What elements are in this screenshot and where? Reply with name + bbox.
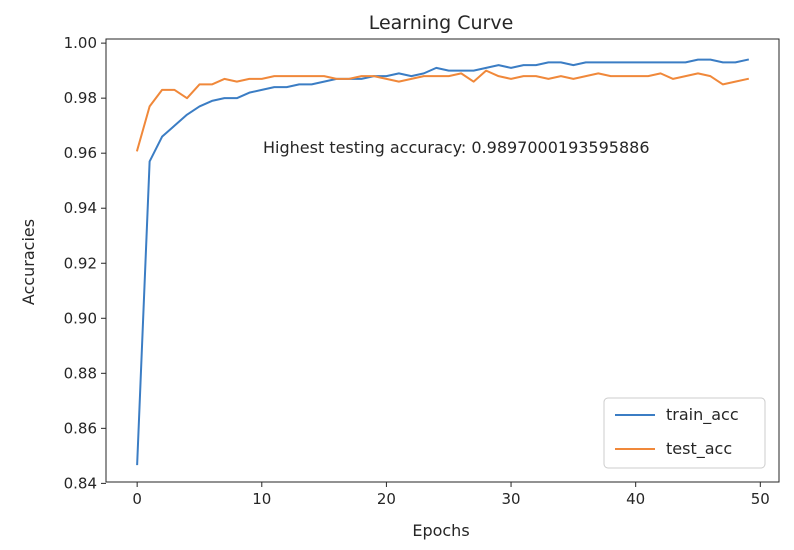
x-axis-title: Epochs bbox=[412, 521, 469, 540]
y-tick-label: 0.86 bbox=[64, 419, 97, 437]
x-tick-label: 30 bbox=[501, 490, 520, 508]
x-tick-label: 0 bbox=[132, 490, 142, 508]
series-line-test-acc bbox=[135, 69, 750, 152]
legend: train_acc test_acc bbox=[603, 397, 766, 469]
legend-label-test-acc: test_acc bbox=[666, 439, 732, 459]
x-tick-label: 20 bbox=[377, 490, 396, 508]
chart-title: Learning Curve bbox=[369, 12, 514, 34]
series-line-train-acc bbox=[136, 58, 750, 466]
x-tick-label: 40 bbox=[626, 490, 645, 508]
y-tick-label: 0.96 bbox=[64, 144, 97, 162]
legend-label-train-acc: train_acc bbox=[666, 405, 739, 425]
y-tick-label: 0.88 bbox=[64, 364, 97, 382]
y-tick-label: 0.98 bbox=[64, 89, 97, 107]
y-axis-title: Accuracies bbox=[19, 219, 38, 305]
y-tick-label: 0.90 bbox=[64, 309, 97, 327]
x-tick-label: 50 bbox=[751, 490, 770, 508]
y-tick-label: 1.00 bbox=[64, 34, 97, 52]
y-tick-label: 0.84 bbox=[64, 474, 97, 492]
x-tick-label: 10 bbox=[252, 490, 271, 508]
plot-area: 0 10 20 30 40 50 0.84 0.86 0.88 0.90 0.92 0.94 0.96 0… bbox=[64, 34, 780, 508]
y-tick-label: 0.92 bbox=[64, 254, 97, 272]
y-tick-label: 0.94 bbox=[64, 199, 97, 217]
axes-frame bbox=[105, 38, 780, 483]
annotation-highest-testing-accuracy: Highest testing accuracy: 0.989700019359… bbox=[263, 138, 650, 157]
